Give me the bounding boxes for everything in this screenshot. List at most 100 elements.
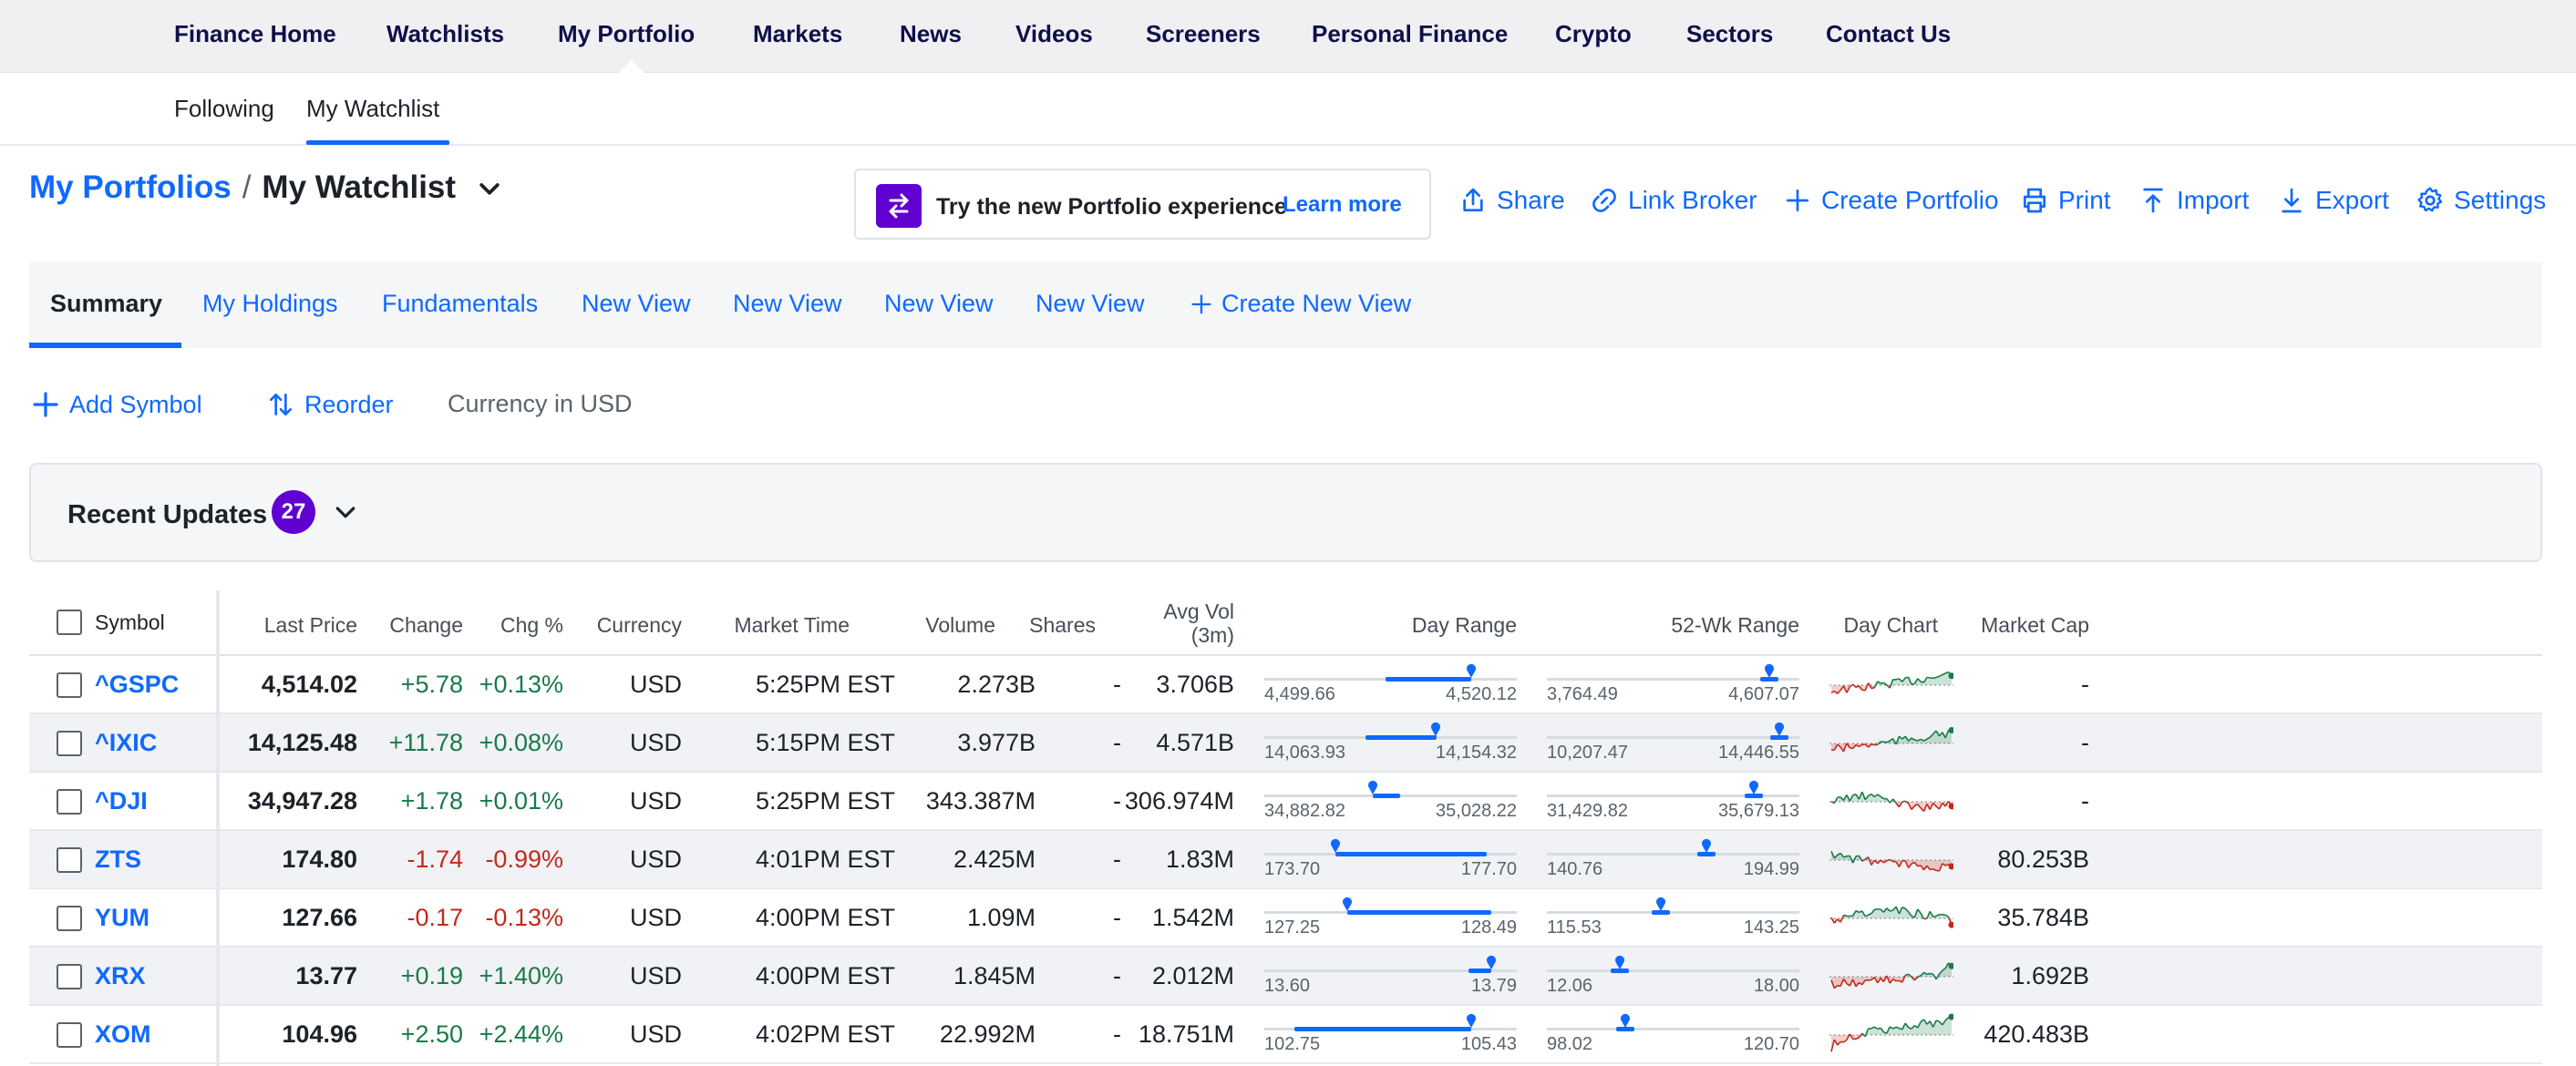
row-checkbox[interactable] <box>57 964 82 989</box>
subnav-my-watchlist[interactable]: My Watchlist <box>306 95 440 122</box>
header-market-cap[interactable]: Market Cap <box>1981 613 2089 637</box>
header-volume[interactable]: Volume <box>925 613 995 637</box>
table-row[interactable]: ^IXIC 14,125.48 +11.78 +0.08% USD 5:15PM EST 3… <box>29 714 2542 773</box>
header-symbol[interactable]: Symbol <box>95 610 165 634</box>
header-market-time[interactable]: Market Time <box>734 613 850 637</box>
symbol-link[interactable]: XRX <box>95 962 146 989</box>
sparkline-last-point <box>1948 921 1953 928</box>
sparkline-area <box>1939 914 1942 918</box>
share-button[interactable]: Share <box>1458 186 1565 215</box>
symbol-link[interactable]: ZTS <box>95 846 141 873</box>
add-symbol-button[interactable]: Add Symbol <box>31 390 202 419</box>
nav-screeners[interactable]: Screeners <box>1146 20 1261 47</box>
nav-contact-us[interactable]: Contact Us <box>1826 20 1952 47</box>
print-button[interactable]: Print <box>2020 186 2111 215</box>
tab-new-view-1[interactable]: New View <box>582 290 691 317</box>
sparkline-segment <box>1930 972 1933 975</box>
recent-updates-panel[interactable]: Recent Updates 27 <box>29 463 2542 562</box>
header-shares[interactable]: Shares <box>1029 613 1096 637</box>
symbol-link[interactable]: YUM <box>95 904 149 931</box>
table-row[interactable]: ZTS 174.80 -1.74 -0.99% USD 4:01PM EST 2.425M -… <box>29 831 2542 889</box>
header-currency[interactable]: Currency <box>596 613 682 637</box>
symbol-link[interactable]: XOM <box>95 1020 151 1048</box>
volume: 2.273B <box>957 671 1036 698</box>
sparkline-segment <box>1898 860 1903 867</box>
avg-volume: 306.974M <box>1124 787 1234 815</box>
breadcrumb-parent[interactable]: My Portfolios <box>29 169 232 205</box>
export-button[interactable]: Export <box>2277 186 2389 215</box>
export-label: Export <box>2315 186 2389 214</box>
header-last-price[interactable]: Last Price <box>263 613 357 637</box>
tab-my-holdings[interactable]: My Holdings <box>202 290 338 317</box>
nav-personal-finance[interactable]: Personal Finance <box>1312 20 1509 47</box>
header-day-range[interactable]: Day Range <box>1411 613 1517 637</box>
sparkline-segment <box>1870 686 1875 690</box>
symbol-link[interactable]: ^DJI <box>95 787 148 815</box>
create-new-view-button[interactable]: Create New View <box>1189 290 1411 318</box>
row-checkbox[interactable] <box>57 731 82 756</box>
table-row[interactable]: ^GSPC 4,514.02 +5.78 +0.13% USD 5:25PM EST 2.2… <box>29 656 2542 714</box>
last-price: 104.96 <box>282 1020 357 1048</box>
settings-button[interactable]: Settings <box>2416 186 2546 215</box>
sparkline-area <box>1948 1016 1952 1035</box>
tab-fundamentals[interactable]: Fundamentals <box>382 290 539 317</box>
tab-new-view-2[interactable]: New View <box>733 290 842 317</box>
day-chart-sparkline <box>1829 850 1953 872</box>
nav-my-portfolio[interactable]: My Portfolio <box>558 20 696 47</box>
row-checkbox[interactable] <box>57 672 82 698</box>
select-all-checkbox[interactable] <box>57 610 82 635</box>
day-range-fill <box>1365 735 1437 740</box>
recent-updates-title: Recent Updates <box>67 500 268 529</box>
nav-videos[interactable]: Videos <box>1015 20 1093 47</box>
sparkline-segment <box>1890 909 1893 912</box>
week52-range-pin <box>1701 838 1712 853</box>
symbol-link[interactable]: ^GSPC <box>95 671 180 698</box>
tab-summary[interactable]: Summary <box>50 290 163 317</box>
nav-news[interactable]: News <box>900 20 962 47</box>
sparkline-segment <box>1898 735 1903 740</box>
link-broker-button[interactable]: Link Broker <box>1590 186 1757 215</box>
share-label: Share <box>1497 186 1565 214</box>
tab-new-view-3[interactable]: New View <box>884 290 994 317</box>
row-checkbox[interactable] <box>57 906 82 931</box>
chevron-down-icon[interactable] <box>332 499 359 527</box>
reorder-button[interactable]: Reorder <box>266 390 394 419</box>
chevron-down-icon[interactable] <box>476 176 503 203</box>
price-change: +2.50 <box>400 1020 463 1048</box>
nav-watchlists[interactable]: Watchlists <box>386 20 505 47</box>
sparkline-segment <box>1926 972 1931 976</box>
header-chg-pct[interactable]: Chg % <box>500 613 563 637</box>
import-button[interactable]: Import <box>2138 186 2249 215</box>
tab-new-view-4[interactable]: New View <box>1036 290 1145 317</box>
nav-markets[interactable]: Markets <box>753 20 843 47</box>
sparkline-segment <box>1920 912 1925 919</box>
nav-sectors[interactable]: Sectors <box>1686 20 1774 47</box>
subnav-following[interactable]: Following <box>174 95 274 122</box>
header-avg-vol[interactable]: Avg Vol <box>1163 600 1234 623</box>
row-checkbox[interactable] <box>57 847 82 873</box>
price-change: +11.78 <box>388 729 463 756</box>
symbol-link[interactable]: ^IXIC <box>95 729 158 756</box>
table-row[interactable]: YUM 127.66 -0.17 -0.13% USD 4:00PM EST 1.09M - 1… <box>29 889 2542 948</box>
nav-crypto[interactable]: Crypto <box>1555 20 1632 47</box>
header-avg-vol-period[interactable]: (3m) <box>1190 623 1234 647</box>
sparkline-area <box>1859 856 1862 862</box>
avg-volume: 3.706B <box>1156 671 1234 698</box>
table-row[interactable]: XOM 104.96 +2.50 +2.44% USD 4:02PM EST 22.992M… <box>29 1006 2542 1064</box>
shares: - <box>1113 729 1121 756</box>
row-checkbox[interactable] <box>57 789 82 815</box>
shares: - <box>1113 962 1121 989</box>
table-row[interactable]: XRX 13.77 +0.19 +1.40% USD 4:00PM EST 1.845M - 2… <box>29 948 2542 1006</box>
learn-more-link[interactable]: Learn more <box>1283 192 1402 217</box>
table-row[interactable]: ^DJI 34,947.28 +1.78 +0.01% USD 5:25PM EST 343… <box>29 773 2542 831</box>
nav-finance-home[interactable]: Finance Home <box>174 20 336 47</box>
sparkline-segment <box>1873 1026 1879 1030</box>
sparkline-area <box>1837 685 1841 694</box>
header-52wk-range[interactable]: 52-Wk Range <box>1671 613 1799 637</box>
header-change[interactable]: Change <box>389 613 463 637</box>
week52-range-track <box>1547 911 1799 914</box>
sparkline-segment <box>1922 865 1928 871</box>
row-checkbox[interactable] <box>57 1022 82 1048</box>
sparkline-segment <box>1898 801 1903 808</box>
create-portfolio-button[interactable]: Create Portfolio <box>1783 186 1999 215</box>
